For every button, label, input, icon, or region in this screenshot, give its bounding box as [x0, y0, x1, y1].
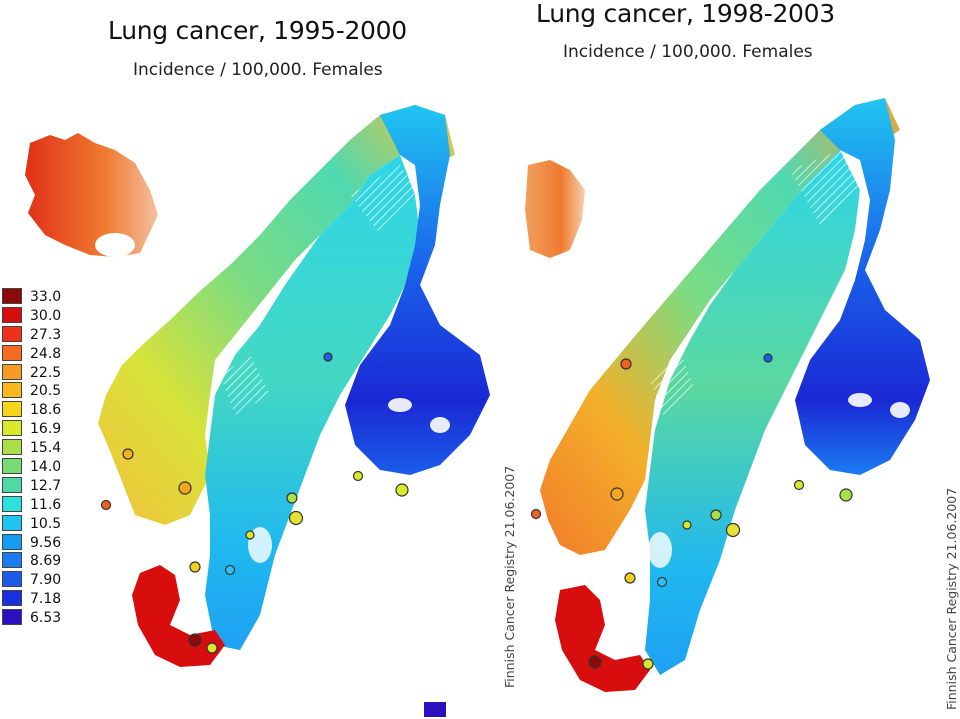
legend-label: 6.53	[30, 610, 62, 627]
left-map-subtitle: Incidence / 100,000. Females	[133, 60, 383, 80]
denmark-region	[555, 585, 650, 692]
legend-label: 10.5	[30, 515, 62, 532]
legend-swatch	[2, 288, 22, 304]
right-choropleth-map	[525, 98, 930, 692]
legend-swatch	[2, 533, 22, 550]
right-map-subtitle: Incidence / 100,000. Females	[563, 42, 813, 62]
left-choropleth-map	[25, 105, 490, 667]
legend-swatch	[2, 571, 22, 588]
legend-label: 14.0	[30, 459, 62, 476]
legend-label: 12.7	[30, 477, 62, 494]
legend-swatch	[2, 382, 22, 399]
legend-swatch	[2, 401, 22, 418]
legend-label: 15.4	[30, 440, 62, 457]
norway-region	[98, 105, 455, 525]
denmark-region	[132, 565, 225, 667]
legend-label: 8.69	[30, 553, 62, 570]
legend-swatch	[2, 420, 22, 437]
legend-label: 9.56	[30, 534, 62, 551]
right-map-title: Lung cancer, 1998-2003	[536, 0, 835, 28]
legend-swatch	[2, 476, 22, 493]
iceland-region	[25, 133, 158, 257]
legend-label: 27.3	[30, 326, 62, 343]
iceland-region	[525, 160, 585, 258]
sweden-region	[205, 155, 420, 650]
legend-swatch	[2, 363, 22, 380]
legend-swatch	[2, 609, 22, 626]
legend-swatch	[2, 552, 22, 569]
legend-swatch	[2, 344, 22, 361]
legend-label: 18.6	[30, 402, 62, 419]
legend-label: 24.8	[30, 345, 62, 362]
legend-swatch	[2, 458, 22, 475]
legend-label: 16.9	[30, 421, 62, 438]
finland-region	[795, 98, 930, 475]
finland-region	[345, 105, 490, 475]
legend-label: 7.90	[30, 572, 62, 589]
legend-swatch	[2, 495, 22, 512]
sweden-region	[645, 150, 860, 675]
legend-label: 11.6	[30, 496, 62, 513]
legend-swatch-partial	[424, 702, 446, 717]
legend-label: 30.0	[30, 307, 62, 324]
legend-label: 22.5	[30, 364, 62, 381]
legend-label: 33.0	[30, 289, 62, 305]
left-map-title: Lung cancer, 1995-2000	[108, 16, 407, 45]
legend-label: 20.5	[30, 383, 62, 400]
legend-swatch	[2, 325, 22, 342]
norway-region	[540, 98, 900, 555]
registry-credit-right: Finnish Cancer Registry 21.06.2007	[944, 487, 959, 710]
legend-swatch	[2, 590, 22, 607]
registry-credit-left: Finnish Cancer Registry 21.06.2007	[502, 465, 517, 688]
legend-swatch	[2, 514, 22, 531]
legend-swatch	[2, 439, 22, 456]
legend-label: 7.18	[30, 591, 62, 608]
legend-swatch	[2, 306, 22, 323]
